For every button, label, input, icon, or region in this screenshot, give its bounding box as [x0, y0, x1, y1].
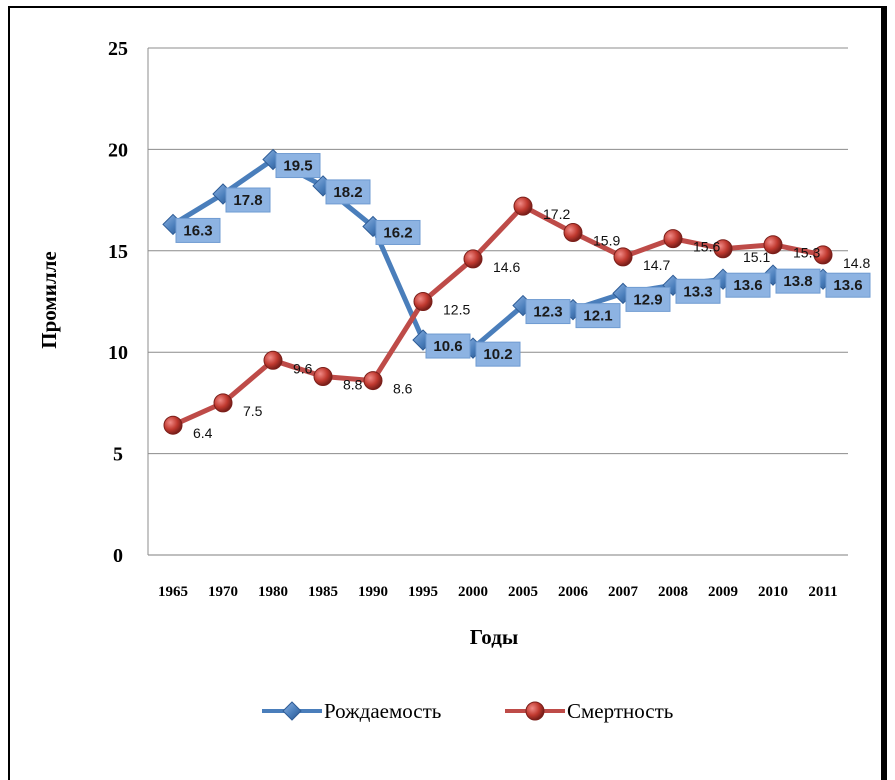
label-death-2006: 15.9	[593, 233, 620, 249]
x-tick-2011: 2011	[808, 584, 837, 600]
label-birth-2011-box	[825, 272, 871, 298]
label-birth-1980-box	[275, 153, 321, 179]
point-death-2006	[563, 223, 583, 243]
label-death-2007: 14.7	[643, 257, 670, 273]
x-tick-1990: 1990	[358, 584, 388, 600]
label-birth-2007-box	[625, 286, 671, 312]
y-tick-25: 25	[108, 38, 128, 60]
label-birth-1970-box	[225, 187, 271, 213]
label-birth-1970: 17.8	[233, 192, 262, 209]
x-tick-1985: 1985	[308, 584, 338, 600]
label-birth-2008-box	[675, 278, 721, 304]
label-death-1965: 6.4	[193, 425, 213, 441]
label-birth-2005-box	[525, 299, 571, 325]
legend-birth-label: Рождаемость	[324, 699, 441, 723]
legend-death-marker	[525, 701, 545, 721]
label-birth-2000: 10.2	[483, 346, 512, 363]
data-labels: 16.3 17.8 19.5 18.2 16.2 10.6 10.2 12.3 12.1 12.9…	[175, 153, 871, 441]
point-death-2011	[813, 245, 833, 265]
x-tick-2008: 2008	[658, 584, 688, 600]
label-birth-1990-box	[375, 219, 421, 245]
x-tick-2007: 2007	[608, 584, 639, 600]
y-tick-10: 10	[108, 342, 128, 364]
legend-death-label: Смертность	[567, 699, 673, 723]
point-death-2005	[513, 196, 533, 216]
label-birth-1990: 16.2	[383, 224, 412, 241]
series-line-death	[170, 203, 826, 428]
label-death-1980: 9.6	[293, 360, 313, 376]
legend: Рождаемость Смертность	[262, 699, 673, 723]
legend-item-death: Смертность	[505, 699, 673, 723]
label-birth-2007: 12.9	[633, 291, 662, 308]
label-birth-2010-box	[775, 268, 821, 294]
point-death-1985	[313, 367, 333, 387]
legend-item-birth: Рождаемость	[262, 699, 441, 723]
label-birth-2008: 13.3	[683, 283, 712, 300]
y-tick-15: 15	[108, 241, 128, 263]
label-birth-2009-box	[725, 272, 771, 298]
label-birth-2009: 13.6	[733, 277, 762, 294]
label-birth-2006-box	[575, 303, 621, 329]
point-death-2008	[663, 229, 683, 249]
x-tick-2000: 2000	[458, 584, 488, 600]
label-death-1985: 8.8	[343, 377, 363, 393]
x-tick-2005: 2005	[508, 584, 538, 600]
label-death-2000: 14.6	[493, 259, 520, 275]
point-death-1990	[363, 371, 383, 391]
label-birth-1995-box	[425, 333, 471, 359]
label-death-2005: 17.2	[543, 206, 570, 222]
label-death-2011: 14.8	[843, 255, 870, 271]
label-birth-1980: 19.5	[283, 158, 312, 175]
label-birth-1985: 18.2	[333, 184, 362, 201]
legend-birth-marker	[282, 701, 302, 721]
label-birth-1995: 10.6	[433, 338, 462, 355]
label-birth-1965: 16.3	[183, 222, 212, 239]
label-death-2010: 15.3	[793, 245, 820, 261]
grid-lines	[147, 47, 848, 556]
y-tick-5: 5	[113, 444, 123, 466]
x-tick-2006: 2006	[558, 584, 589, 600]
y-tick-labels: 0 5 10 15 20 25	[108, 38, 128, 567]
label-death-2009: 15.1	[743, 249, 770, 265]
chart-frame	[8, 6, 887, 780]
label-death-2008: 15.6	[693, 239, 720, 255]
y-tick-20: 20	[108, 139, 128, 161]
point-death-1965	[163, 415, 183, 435]
x-tick-1970: 1970	[208, 584, 238, 600]
point-death-1970	[213, 393, 233, 413]
point-death-1980	[263, 350, 283, 370]
label-birth-1965-box	[175, 217, 221, 243]
label-death-1995: 12.5	[443, 302, 470, 318]
point-death-2007	[613, 247, 633, 267]
x-tick-2009: 2009	[708, 584, 738, 600]
point-death-2009	[713, 239, 733, 259]
point-death-2010	[763, 235, 783, 255]
label-death-1970: 7.5	[243, 403, 263, 419]
point-death-2000	[463, 249, 483, 269]
label-birth-2010: 13.8	[783, 273, 812, 290]
label-birth-1985-box	[325, 179, 371, 205]
label-birth-2000-box	[475, 341, 521, 367]
x-axis-title: Годы	[470, 625, 518, 649]
x-tick-labels: 1965 1970 1980 1985 1990 1995 2000 2005 2006 2007…	[158, 584, 838, 600]
y-tick-0: 0	[113, 545, 123, 567]
point-death-1995	[413, 292, 433, 311]
x-tick-1965: 1965	[158, 584, 188, 600]
label-birth-2011: 13.6	[833, 277, 862, 294]
x-tick-1995: 1995	[408, 584, 438, 600]
label-birth-2005: 12.3	[533, 304, 562, 321]
label-death-1990: 8.6	[393, 381, 413, 397]
label-birth-2006: 12.1	[583, 308, 612, 325]
x-tick-1980: 1980	[258, 584, 288, 600]
y-axis-title: Промилле	[37, 251, 61, 348]
x-tick-2010: 2010	[758, 584, 788, 600]
